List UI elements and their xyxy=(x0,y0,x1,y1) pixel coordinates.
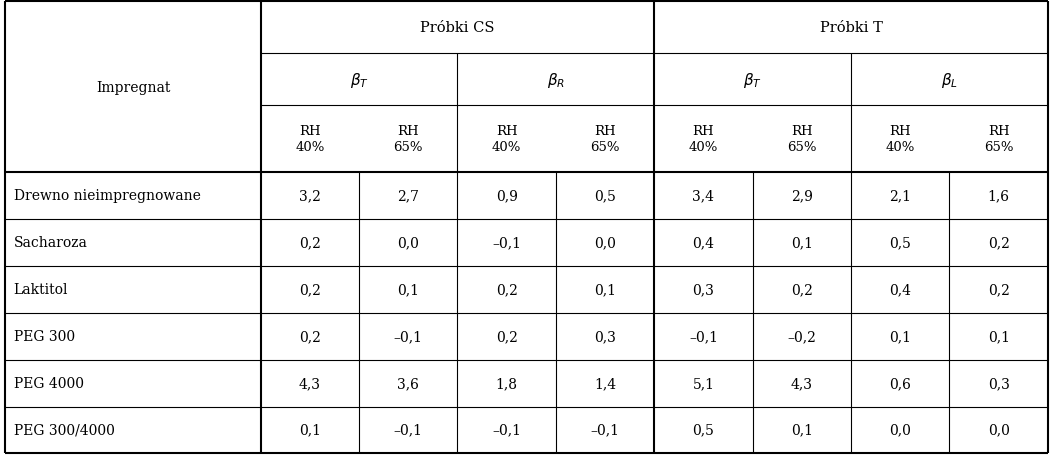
Text: RH
65%: RH 65% xyxy=(788,125,817,154)
Text: 0,2: 0,2 xyxy=(988,236,1010,250)
Text: –0,1: –0,1 xyxy=(492,423,521,437)
Text: 2,7: 2,7 xyxy=(397,189,419,203)
Text: 2,1: 2,1 xyxy=(889,189,911,203)
Text: Impregnat: Impregnat xyxy=(96,81,170,94)
Text: 0,1: 0,1 xyxy=(299,423,321,437)
Text: –0,2: –0,2 xyxy=(788,329,816,344)
Text: 3,4: 3,4 xyxy=(693,189,714,203)
Text: 5,1: 5,1 xyxy=(693,376,714,390)
Text: RH
40%: RH 40% xyxy=(885,125,915,154)
Text: 0,5: 0,5 xyxy=(889,236,911,250)
Text: PEG 300/4000: PEG 300/4000 xyxy=(14,423,114,437)
Text: 0,2: 0,2 xyxy=(496,283,518,297)
Text: 0,1: 0,1 xyxy=(791,423,813,437)
Text: –0,1: –0,1 xyxy=(590,423,619,437)
Text: 0,1: 0,1 xyxy=(988,329,1010,344)
Text: –0,1: –0,1 xyxy=(492,236,521,250)
Text: 0,4: 0,4 xyxy=(889,283,911,297)
Text: 2,9: 2,9 xyxy=(791,189,813,203)
Text: RH
65%: RH 65% xyxy=(590,125,619,154)
Text: 0,2: 0,2 xyxy=(299,283,321,297)
Text: 4,3: 4,3 xyxy=(791,376,813,390)
Text: PEG 300: PEG 300 xyxy=(14,329,75,344)
Text: Próbki CS: Próbki CS xyxy=(420,21,495,35)
Text: Drewno nieimpregnowane: Drewno nieimpregnowane xyxy=(14,189,201,203)
Text: 0,9: 0,9 xyxy=(496,189,518,203)
Text: $\beta_R$: $\beta_R$ xyxy=(547,71,565,90)
Text: 1,6: 1,6 xyxy=(988,189,1010,203)
Text: Sacharoza: Sacharoza xyxy=(14,236,87,250)
Text: 0,1: 0,1 xyxy=(397,283,419,297)
Text: 0,3: 0,3 xyxy=(693,283,714,297)
Text: 0,4: 0,4 xyxy=(693,236,714,250)
Text: 4,3: 4,3 xyxy=(299,376,321,390)
Text: 0,5: 0,5 xyxy=(594,189,616,203)
Text: Próbki T: Próbki T xyxy=(820,21,883,35)
Text: RH
65%: RH 65% xyxy=(984,125,1013,154)
Text: 0,2: 0,2 xyxy=(988,283,1010,297)
Text: RH
65%: RH 65% xyxy=(394,125,423,154)
Text: –0,1: –0,1 xyxy=(394,329,423,344)
Text: 0,3: 0,3 xyxy=(988,376,1010,390)
Text: 0,2: 0,2 xyxy=(299,236,321,250)
Text: 3,2: 3,2 xyxy=(299,189,321,203)
Text: RH
40%: RH 40% xyxy=(492,125,522,154)
Text: 0,2: 0,2 xyxy=(299,329,321,344)
Text: RH
40%: RH 40% xyxy=(689,125,718,154)
Text: 0,1: 0,1 xyxy=(594,283,616,297)
Text: 0,0: 0,0 xyxy=(594,236,616,250)
Text: RH
40%: RH 40% xyxy=(295,125,324,154)
Text: 0,1: 0,1 xyxy=(791,236,813,250)
Text: 0,0: 0,0 xyxy=(988,423,1010,437)
Text: 0,5: 0,5 xyxy=(693,423,714,437)
Text: $\beta_L$: $\beta_L$ xyxy=(941,71,958,90)
Text: 0,0: 0,0 xyxy=(397,236,419,250)
Text: –0,1: –0,1 xyxy=(689,329,718,344)
Text: 0,2: 0,2 xyxy=(496,329,518,344)
Text: 0,0: 0,0 xyxy=(889,423,911,437)
Text: 1,4: 1,4 xyxy=(594,376,616,390)
Text: 1,8: 1,8 xyxy=(496,376,518,390)
Text: $\beta_T$: $\beta_T$ xyxy=(350,71,369,90)
Text: 3,6: 3,6 xyxy=(397,376,419,390)
Text: PEG 4000: PEG 4000 xyxy=(14,376,84,390)
Text: –0,1: –0,1 xyxy=(394,423,423,437)
Text: 0,1: 0,1 xyxy=(889,329,911,344)
Text: 0,2: 0,2 xyxy=(791,283,813,297)
Text: $\beta_T$: $\beta_T$ xyxy=(743,71,762,90)
Text: 0,6: 0,6 xyxy=(889,376,911,390)
Text: 0,3: 0,3 xyxy=(594,329,616,344)
Text: Laktitol: Laktitol xyxy=(14,283,68,297)
